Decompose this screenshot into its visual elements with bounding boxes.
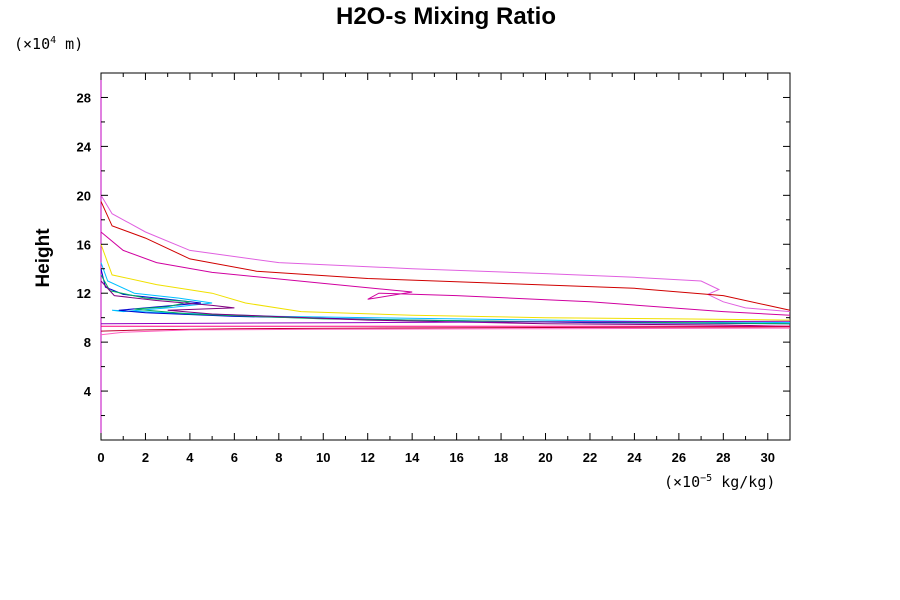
x-ticks: 0 2 4 6 8 10 12 14 16 18 20 22 24 26 28 30 — [97, 73, 791, 465]
y-tick-label: 16 — [77, 237, 91, 252]
series-line-12 — [100, 327, 791, 336]
x-tick-label: 10 — [316, 450, 330, 465]
y-unit-label: (×104 m) — [14, 35, 83, 53]
plot-frame — [100, 72, 791, 441]
y-tick-label: 24 — [77, 139, 92, 154]
series-group — [100, 195, 791, 336]
y-tick-label: 12 — [77, 286, 91, 301]
x-tick-label: 4 — [186, 450, 194, 465]
y-tick-label: 20 — [77, 188, 91, 203]
x-tick-label: 22 — [583, 450, 597, 465]
series-line-7 — [100, 274, 791, 325]
x-tick-label: 30 — [761, 450, 775, 465]
x-tick-label: 16 — [449, 450, 463, 465]
series-line-3 — [100, 231, 791, 316]
x-tick-label: 28 — [716, 450, 730, 465]
series-line-5 — [100, 262, 791, 324]
x-tick-label: 8 — [275, 450, 282, 465]
x-tick-label: 20 — [538, 450, 552, 465]
series-line-8 — [100, 280, 791, 327]
series-line-2 — [100, 201, 791, 311]
series-line-11 — [100, 320, 791, 325]
y-tick-label: 4 — [84, 384, 92, 399]
x-tick-label: 18 — [494, 450, 508, 465]
chart-title: H2O-s Mixing Ratio — [336, 3, 556, 30]
series-line-1 — [100, 195, 791, 313]
y-tick-label: 8 — [84, 335, 91, 350]
x-tick-label: 2 — [142, 450, 149, 465]
x-tick-label: 14 — [405, 450, 420, 465]
x-tick-label: 6 — [231, 450, 238, 465]
y-axis-label: Height — [33, 228, 54, 288]
x-tick-label: 0 — [97, 450, 104, 465]
x-tick-label: 26 — [672, 450, 686, 465]
x-unit-label: (×10−5 kg/kg) — [664, 473, 775, 491]
series-line-10 — [100, 326, 791, 332]
x-tick-label: 12 — [360, 450, 374, 465]
y-ticks: 4 8 12 16 20 24 28 — [77, 90, 790, 417]
y-tick-label: 28 — [77, 90, 91, 105]
series-line-4 — [100, 244, 791, 321]
x-tick-label: 24 — [627, 450, 642, 465]
